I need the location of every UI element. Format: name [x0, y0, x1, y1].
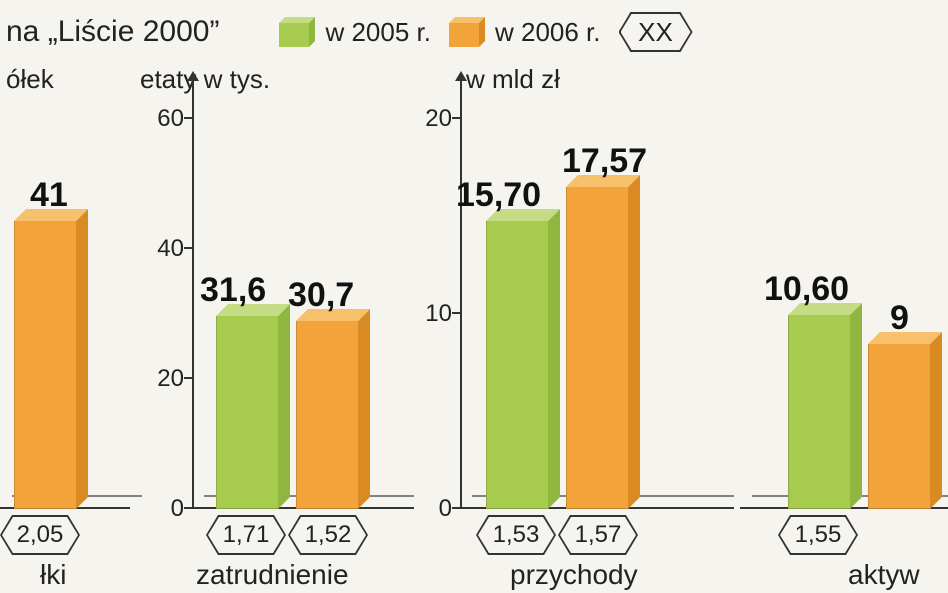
category-label: przychody: [510, 559, 638, 591]
bar-aktywa-1: [868, 332, 942, 509]
legend-label: w 2005 r.: [325, 17, 431, 48]
legend: w 2005 r. w 2006 r. XX: [279, 12, 692, 52]
chart-panel-spolki: ółek 41 2,05 łki: [0, 64, 130, 593]
y-tick-mark: [184, 117, 192, 119]
y-tick-mark: [184, 377, 192, 379]
hex-badge: 1,52: [288, 515, 368, 555]
hex-badge: 1,53: [476, 515, 556, 555]
chart-panel-przychody: w mld zł 0 10 20 15,70 1,53 17,57 1,57 przychody: [420, 64, 740, 593]
unit-label: ółek: [6, 64, 54, 95]
hex-badge: 1,55: [778, 515, 858, 555]
hex-badge: 1,71: [206, 515, 286, 555]
value-label: 41: [30, 176, 68, 215]
y-tick-label: 40: [157, 235, 184, 263]
cube-icon: [449, 17, 485, 47]
legend-extra-badge: XX: [619, 12, 693, 52]
y-tick-mark: [452, 312, 460, 314]
page-title: na „Liście 2000”: [0, 15, 219, 49]
cube-icon: [279, 17, 315, 47]
bar-przychody-1: [566, 175, 640, 509]
chart-panel-zatrudnienie: etaty w tys. 0 20 40 60 31,6 1,71 30,7 1,52 zatru…: [130, 64, 420, 593]
hex-badge: 2,05: [0, 515, 80, 555]
y-tick-label: 0: [439, 495, 452, 523]
y-tick-mark: [452, 117, 460, 119]
y-tick-label: 20: [425, 105, 452, 133]
y-axis: [192, 79, 194, 509]
bar-zatrudnienie-0: [216, 304, 290, 509]
unit-label: w mld zł: [466, 64, 560, 95]
y-tick-mark: [184, 507, 192, 509]
y-tick-label: 0: [171, 495, 184, 523]
bar-zatrudnienie-1: [296, 309, 370, 509]
y-axis: [460, 79, 462, 509]
bar-przychody-0: [486, 209, 560, 509]
axis-arrow-icon: [455, 71, 467, 81]
value-label: 17,57: [562, 142, 647, 181]
unit-label: etaty w tys.: [140, 64, 270, 95]
category-label: łki: [40, 559, 66, 591]
category-label: aktyw: [848, 559, 920, 591]
chart-panel-aktywa: 10,60 1,55 9 aktyw: [740, 64, 948, 593]
value-label: 30,7: [288, 276, 354, 315]
legend-item-2005: w 2005 r.: [279, 17, 431, 48]
bar-spolki-0: [14, 209, 88, 509]
legend-item-2006: w 2006 r.: [449, 17, 601, 48]
y-tick-mark: [184, 247, 192, 249]
y-tick-mark: [452, 507, 460, 509]
bar-aktywa-0: [788, 303, 862, 509]
y-tick-label: 20: [157, 365, 184, 393]
value-label: 9: [890, 299, 909, 338]
axis-arrow-icon: [187, 71, 199, 81]
hex-badge: 1,57: [558, 515, 638, 555]
legend-label: w 2006 r.: [495, 17, 601, 48]
value-label: 15,70: [456, 176, 541, 215]
y-tick-label: 60: [157, 105, 184, 133]
y-tick-label: 10: [425, 300, 452, 328]
category-label: zatrudnienie: [196, 559, 349, 591]
value-label: 31,6: [200, 271, 266, 310]
value-label: 10,60: [764, 270, 849, 309]
